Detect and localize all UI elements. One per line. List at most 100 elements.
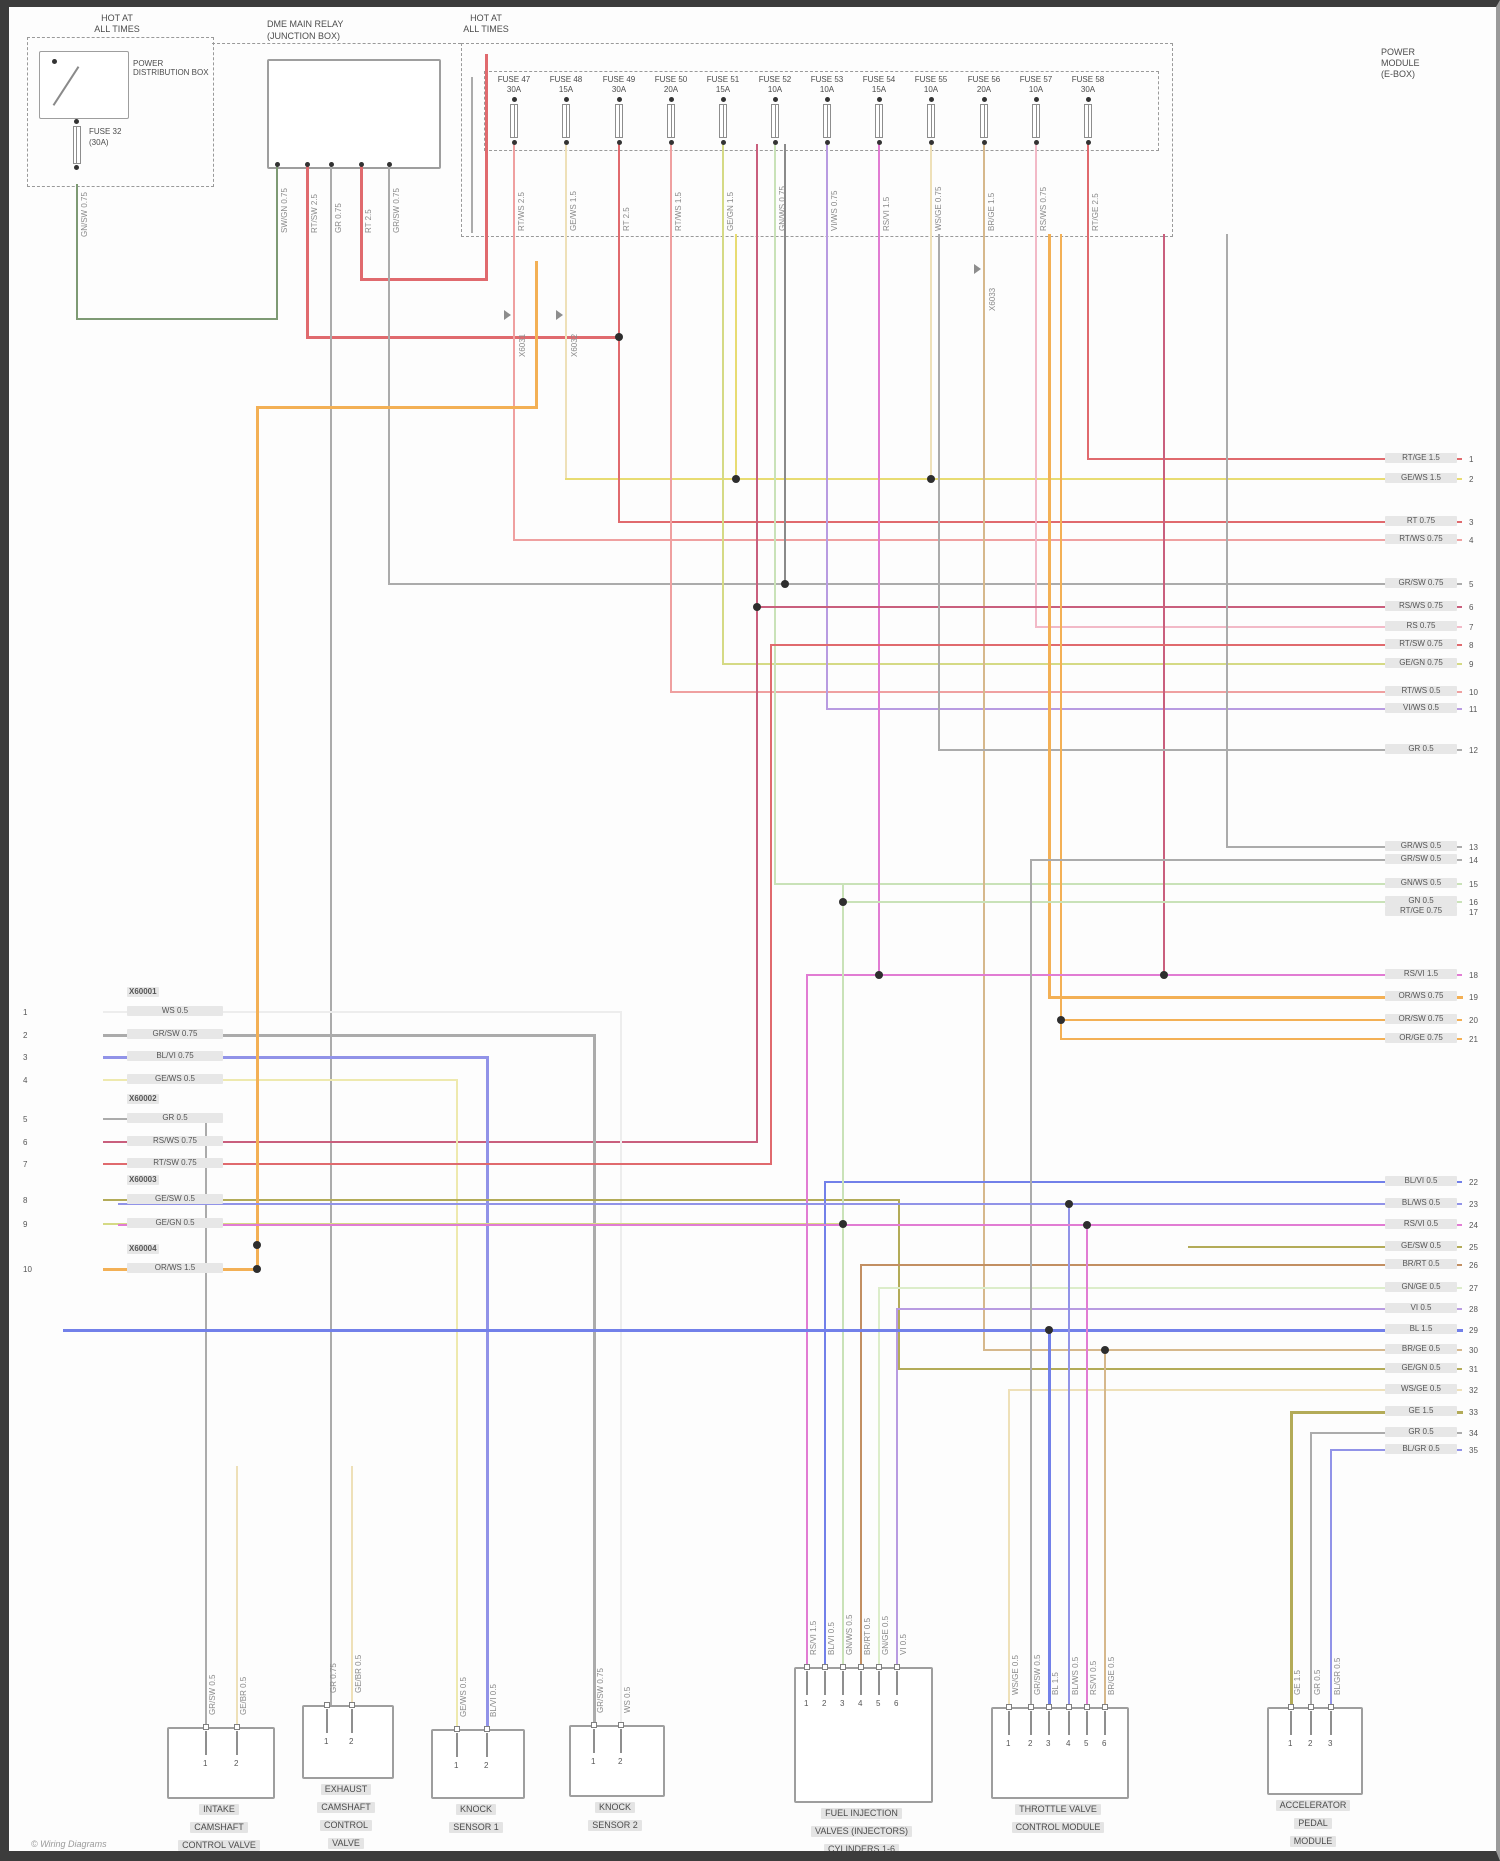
pin-number: 7 [1469,623,1474,632]
wire-segment [1030,859,1032,1708]
wire-segment [1188,1246,1462,1248]
component-pin-stub [878,1671,880,1695]
wire-name-label: GR/SW 0.75 [392,188,401,233]
fuse-terminal [981,140,987,145]
wire-name-label: GE/WS 0.5 [459,1676,468,1717]
component-pin-stub [1104,1711,1106,1735]
fuse-rating-label: 15A [558,85,574,94]
wire-segment [351,1466,353,1706]
inline-connector-label: X6033 [988,287,997,311]
fuse-terminal [1085,140,1091,145]
wire-segment [618,521,1462,523]
component-label-line: KNOCK [594,1802,635,1813]
pin-number: 30 [1469,1346,1478,1355]
component-pin-number: 1 [454,1761,459,1770]
junction-dot [732,475,740,483]
component-pin-stub [620,1729,622,1753]
fusebox-feed-line [471,77,473,233]
right-connector-row: VI/WS 0.5 [1385,703,1457,713]
component-pin-number: 5 [1084,1739,1089,1748]
pin-number: 35 [1469,1446,1478,1455]
component-pin-terminal [876,1664,882,1670]
component-pin-number: 2 [349,1737,354,1746]
wire-segment [103,1141,758,1143]
wire-segment [76,184,78,320]
component-pin-number: 4 [1066,1739,1071,1748]
pin-number: 5 [1469,580,1474,589]
right-connector-row: BL/WS 0.5 [1385,1198,1457,1208]
wire-segment [770,644,772,1165]
wire-segment [513,144,515,541]
dashed-link-line [212,43,461,44]
pin-number: 3 [1469,518,1474,527]
component-pin-stub [205,1731,207,1755]
wire-segment [359,277,488,281]
component-label-line: VALVE [328,1838,364,1849]
left-connector-header: X60001 [127,987,159,997]
junction-dot [1065,1200,1073,1208]
right-connector-row: GR/SW 0.75 [1385,578,1457,588]
fuse-element [722,104,724,138]
wire-segment [842,883,844,1668]
wire-segment [102,1055,489,1059]
component-pin-terminal [1028,1704,1034,1710]
fuse-rating-label: 30A [611,85,627,94]
wire-name-label: GE/BR 0.5 [354,1654,363,1693]
fuse-terminal [824,97,830,102]
wire-segment [103,1199,900,1201]
wire-segment [1086,1224,1088,1708]
fuse-terminal [772,140,778,145]
component-pin-terminal [1308,1704,1314,1710]
wire-segment [878,144,880,976]
fuse-label: FUSE 50 [654,75,688,84]
wire-segment [878,1287,880,1668]
component-pin-stub [1068,1711,1070,1735]
wire-segment [983,144,985,1351]
component-pin-number: 1 [591,1757,596,1766]
wire-segment [1226,234,1228,848]
component-label: KNOCK SENSOR 1 [386,1799,566,1835]
fuse-element [1035,104,1037,138]
fuse-element [826,104,828,138]
component-pin-terminal [858,1664,864,1670]
pin-number: 4 [1469,536,1474,545]
pin-number: 6 [1469,603,1474,612]
right-connector-row: OR/SW 0.75 [1385,1014,1457,1024]
wire-name-label: GR 0.5 [1313,1669,1322,1695]
component-pin-stub [1310,1711,1312,1735]
pin-number: 8 [1469,641,1474,650]
component-pin-stub [1290,1711,1292,1735]
junction-dot [839,898,847,906]
wire-name-label: GN/GE 0.5 [881,1615,890,1655]
component-box [569,1725,665,1797]
fuse-terminal [1033,97,1039,102]
fuse-element [618,104,620,138]
wire-name-label: RS/VI 1.5 [809,1620,818,1655]
wire-name-label: GE/BR 0.5 [239,1676,248,1715]
wire-name-label: BL/GR 0.5 [1333,1657,1342,1695]
wire-segment [255,405,538,409]
wire-name-label: GR/SW 0.5 [1033,1654,1042,1695]
component-pin-terminal [234,1724,240,1730]
component-pin-number: 3 [1046,1739,1051,1748]
wire-segment [236,1466,238,1728]
component-label-line: EXHAUST [320,1784,372,1795]
component-label: THROTTLE VALVE CONTROL MODULE [968,1799,1148,1835]
fuse-label: FUSE 53 [810,75,844,84]
wire-segment [896,1308,898,1668]
fuse-label: FUSE 57 [1019,75,1053,84]
wire-segment [1035,144,1037,628]
wire-segment [806,974,1462,976]
component-pin-number: 6 [1102,1739,1107,1748]
wire-segment [860,1264,862,1668]
pin-number: 2 [23,1031,28,1040]
right-connector-row: RS/VI 0.5 [1385,1219,1457,1229]
wire-name-label: GE/GN 1.5 [726,191,735,231]
wire-name-label: RS/VI 0.5 [1089,1660,1098,1695]
wire-name-label: BL/VI 0.5 [489,1684,498,1717]
component-label-line: SENSOR 1 [449,1822,503,1833]
pin-number: 32 [1469,1386,1478,1395]
wire-segment [330,164,332,1706]
fuse-terminal [563,97,569,102]
fuse-terminal [511,140,517,145]
